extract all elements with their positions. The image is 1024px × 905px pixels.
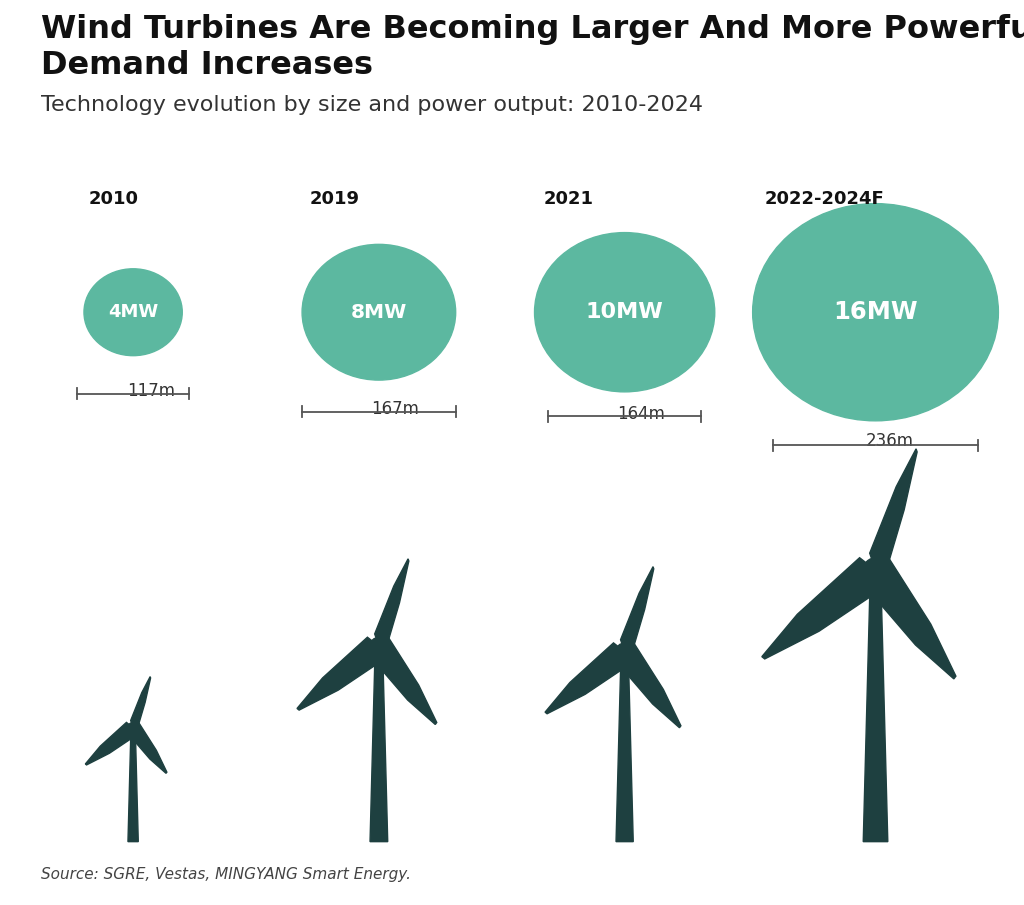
- Polygon shape: [131, 677, 151, 735]
- Text: 2010: 2010: [89, 190, 139, 208]
- Ellipse shape: [616, 643, 633, 661]
- Ellipse shape: [84, 269, 182, 356]
- Text: 167m: 167m: [371, 400, 419, 418]
- Polygon shape: [85, 722, 140, 765]
- Text: 10MW: 10MW: [586, 302, 664, 322]
- Polygon shape: [297, 637, 390, 710]
- Polygon shape: [621, 567, 653, 663]
- Text: 2019: 2019: [309, 190, 359, 208]
- Polygon shape: [370, 646, 388, 842]
- Text: 16MW: 16MW: [834, 300, 918, 324]
- Ellipse shape: [863, 557, 888, 583]
- Text: 2022-2024F: 2022-2024F: [765, 190, 885, 208]
- Polygon shape: [128, 721, 167, 773]
- Text: 164m: 164m: [616, 405, 665, 423]
- Polygon shape: [128, 728, 138, 842]
- Text: 2021: 2021: [544, 190, 594, 208]
- Polygon shape: [616, 652, 633, 842]
- Ellipse shape: [753, 204, 998, 421]
- Polygon shape: [616, 641, 681, 728]
- Text: 236m: 236m: [865, 432, 913, 450]
- Ellipse shape: [302, 244, 456, 380]
- Polygon shape: [869, 449, 918, 587]
- Polygon shape: [864, 555, 956, 679]
- Polygon shape: [375, 559, 409, 659]
- Text: 4MW: 4MW: [108, 303, 159, 321]
- Ellipse shape: [370, 637, 388, 655]
- Text: 8MW: 8MW: [350, 303, 408, 321]
- Text: Technology evolution by size and power output: 2010-2024: Technology evolution by size and power o…: [41, 95, 702, 115]
- Ellipse shape: [535, 233, 715, 392]
- Ellipse shape: [128, 722, 138, 733]
- Polygon shape: [863, 570, 888, 842]
- Polygon shape: [762, 557, 892, 659]
- Text: Demand Increases: Demand Increases: [41, 50, 373, 81]
- Polygon shape: [371, 635, 437, 725]
- Text: 117m: 117m: [127, 382, 175, 400]
- Polygon shape: [545, 643, 636, 714]
- Text: Source: SGRE, Vestas, MINGYANG Smart Energy.: Source: SGRE, Vestas, MINGYANG Smart Ene…: [41, 867, 411, 882]
- Text: Wind Turbines Are Becoming Larger And More Powerful As: Wind Turbines Are Becoming Larger And Mo…: [41, 14, 1024, 44]
